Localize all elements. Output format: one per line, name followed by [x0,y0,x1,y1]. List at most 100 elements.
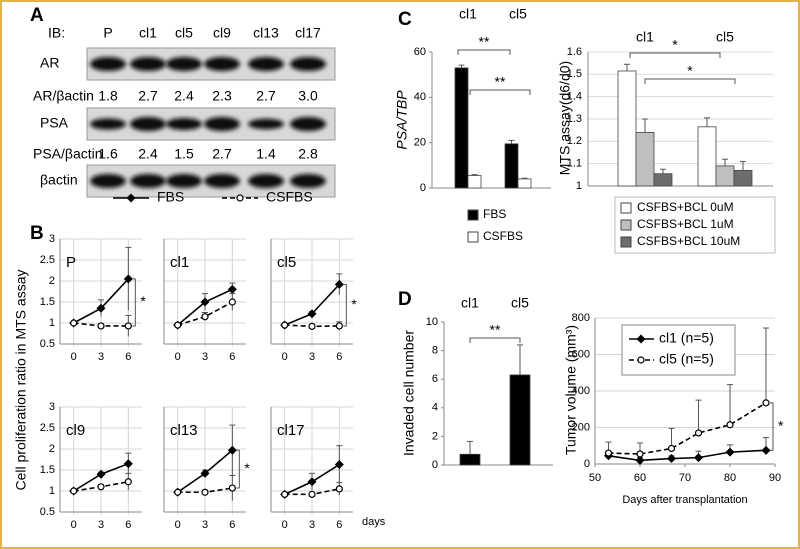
sig-bracket [132,278,136,327]
x-tick-label: 6 [125,351,131,363]
point [308,322,316,330]
ratio-cell: 2.4 [174,88,194,104]
legend-swatch [620,219,632,231]
sig-label: * [244,460,250,476]
category-label: cl5 [511,295,529,311]
bar [504,143,519,189]
legend-label: CSFBS [483,229,523,243]
legend-box [621,324,736,376]
point [200,468,210,478]
sig-bracket [457,49,511,55]
y-tick-label: 1.2 [567,135,582,147]
x-tick-label: 0 [282,519,288,531]
x-tick-label: 3 [309,519,315,531]
ratio-cell: 1.4 [256,146,276,162]
y-tick-label: 60 [414,46,426,58]
bar [635,131,655,187]
blot-band [90,118,126,130]
point [334,460,344,470]
sig-bracket [236,449,240,489]
sig-bracket [469,89,531,95]
y-tick-label: 1.5 [40,296,55,308]
point [761,445,771,455]
x-tick-label: 50 [589,472,601,484]
point [97,483,105,491]
point [726,421,734,429]
legend-marker [236,194,244,202]
y-tick-label: 1.1 [567,158,582,170]
blot-band [90,57,126,71]
category-label: cl1 [459,6,477,22]
y-tick-label: 1 [576,180,582,192]
x-axis-label: Days after transplantation [622,494,747,506]
x-tick-label: 6 [336,519,342,531]
row-label: PSA [40,115,69,131]
point [762,399,770,407]
y-tick-label: 2 [49,443,55,455]
lane-label: cl13 [253,25,279,41]
point [335,485,343,493]
y-tick-label: 1.5 [40,464,55,476]
y-tick-label: 8 [432,345,438,357]
subplot-title: cl1 [170,254,189,271]
bar [733,169,753,187]
y-tick-label: 2 [49,275,55,287]
point [635,455,645,465]
y-tick-label: 1.5 [567,68,582,80]
y-tick-label: 0 [420,182,426,194]
bar [697,126,717,187]
sig-label: ** [490,322,501,338]
y-tick-label: 40 [414,91,426,103]
sig-bracket [770,402,774,451]
legend-label: CSFBS [266,189,313,205]
y-tick-label: 1 [49,317,55,329]
ratio-cell: 2.7 [212,146,232,162]
point [70,319,78,327]
point [307,309,317,319]
x-tick-label: 0 [175,519,181,531]
legend-label: cl1 (n=5) [659,330,714,346]
ratio-cell: 2.7 [256,88,276,104]
subplot-title: cl9 [66,422,85,439]
blot-band [290,117,326,131]
point [96,303,106,313]
point [123,274,133,284]
x-tick-label: 6 [336,351,342,363]
blot-band [166,174,202,188]
legend-label: CSFBS+BCL 1uM [637,217,734,231]
legend-label: cl5 (n=5) [659,351,714,367]
y-tick-label: 600 [572,348,590,360]
lane-label: cl9 [213,25,231,41]
subplot-title: cl5 [277,254,296,271]
y-tick-label: 6 [432,373,438,385]
panel-label: B [30,223,44,244]
x-tick-label: 3 [309,351,315,363]
y-tick-label: 4 [432,402,438,414]
point [227,284,237,294]
y-tick-label: 3 [49,401,55,413]
subplot-title: cl17 [277,422,305,439]
legend-swatch [620,236,632,248]
y-tick-label: 400 [572,385,590,397]
sig-label: * [140,293,146,309]
blot-band [90,174,126,188]
bar [459,453,481,466]
point [694,453,703,463]
sig-bracket [644,78,736,84]
legend-marker [637,356,645,364]
point [201,488,209,496]
x-tick-label: 3 [202,519,208,531]
sig-label: * [778,417,784,433]
x-tick-label: 0 [175,351,181,363]
sig-bracket [343,283,347,327]
blot-band [290,57,326,71]
category-label: cl1 [461,295,479,311]
point [604,449,613,457]
legend-label: CSFBS+BCL 0uM [637,200,734,214]
y-tick-label: 0.5 [40,338,55,350]
y-tick-label: 0.5 [40,506,55,518]
sig-bracket [469,337,521,343]
legend-label: FBS [483,207,506,221]
panel-label: A [30,5,44,26]
